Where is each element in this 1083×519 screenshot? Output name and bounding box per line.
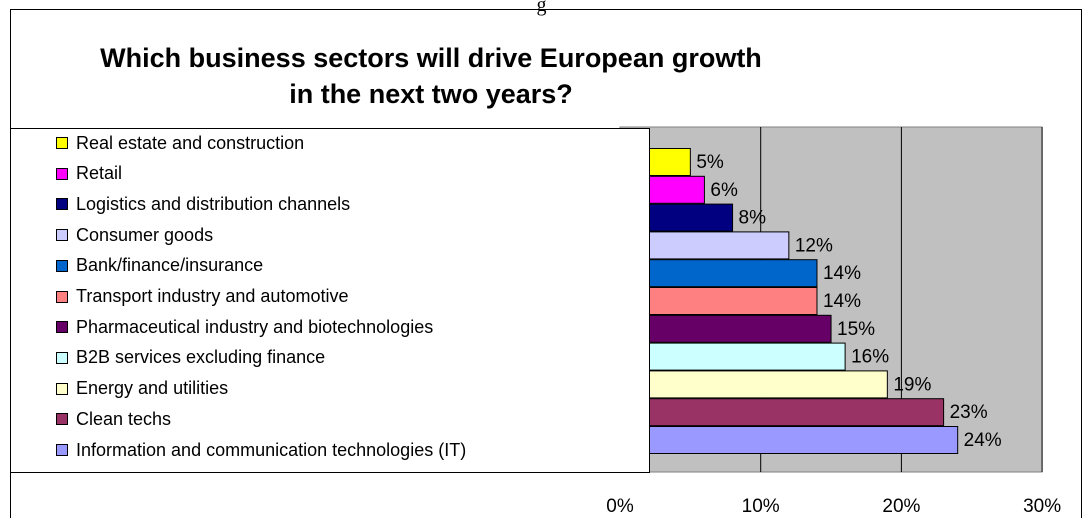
x-tick-label: 10% <box>742 496 780 517</box>
bar <box>619 342 846 371</box>
legend-item: Energy and utilities <box>56 377 228 401</box>
legend-item: Real estate and construction <box>56 131 304 155</box>
chart-title-line-2: in the next two years? <box>289 79 573 109</box>
bar-value-label: 24% <box>964 430 1002 451</box>
legend-label: Logistics and distribution channels <box>76 193 351 214</box>
legend-item: Transport industry and automotive <box>56 285 348 309</box>
legend-label: Transport industry and automotive <box>76 286 349 306</box>
bar-value-label: 15% <box>837 319 875 340</box>
legend: Real estate and construction Retail Logist… <box>10 128 650 473</box>
legend-item: B2B services excluding finance <box>56 346 325 370</box>
legend-label: Consumer goods <box>76 224 214 245</box>
bar <box>619 287 818 315</box>
bar-value-label: 6% <box>710 180 738 201</box>
bar-value-label: 14% <box>823 263 861 284</box>
bar <box>619 370 888 399</box>
legend-item: Information and communication technologi… <box>56 438 466 462</box>
chart-title: Which business sectors will drive Europe… <box>11 40 851 112</box>
legend-label: Pharmaceutical industry and biotechnolog… <box>76 316 434 337</box>
bar-value-label: 14% <box>823 291 861 312</box>
x-tick-labels: 0% 10% 20% 30% <box>606 496 1061 517</box>
bar-value-label: 5% <box>696 152 724 173</box>
x-tick-label: 30% <box>1023 496 1061 517</box>
legend-item: Logistics and distribution channels <box>56 192 350 216</box>
bar <box>619 426 959 454</box>
legend-swatch <box>56 290 68 303</box>
bar <box>619 314 832 343</box>
bar-value-label: 16% <box>851 347 889 368</box>
legend-swatch <box>56 137 68 149</box>
legend-swatch <box>56 229 68 242</box>
legend-swatch <box>56 167 68 180</box>
bar-value-label: 8% <box>739 208 767 229</box>
bar-value-label: 19% <box>893 374 931 395</box>
legend-swatch <box>56 444 68 456</box>
bars <box>619 148 959 454</box>
chart-title-line-1: Which business sectors will drive Europe… <box>100 43 762 73</box>
legend-label: Clean techs <box>76 408 172 429</box>
legend-item: Bank/finance/insurance <box>56 254 263 278</box>
legend-swatch <box>56 198 68 211</box>
legend-label: Retail <box>76 163 123 184</box>
legend-item: Pharmaceutical industry and biotechnolog… <box>56 315 433 339</box>
bar-value-label: 12% <box>795 235 833 256</box>
legend-swatch <box>56 321 68 334</box>
legend-swatch <box>56 413 68 426</box>
legend-item: Retail <box>56 162 122 186</box>
legend-label: B2B services excluding finance <box>76 347 326 368</box>
legend-item: Consumer goods <box>56 223 213 247</box>
legend-label: Energy and utilities <box>76 378 229 399</box>
legend-swatch <box>56 351 68 364</box>
bar <box>619 259 818 288</box>
bar-value-label: 23% <box>950 402 988 423</box>
legend-item: Clean techs <box>56 407 171 431</box>
value-labels: 5% 6%8% 12% 14% 14% 15% 16%19% 23% 24% <box>696 152 1001 451</box>
legend-swatch <box>56 382 68 395</box>
legend-label: Bank/finance/insurance <box>76 255 264 276</box>
x-tick-label: 20% <box>882 496 920 517</box>
legend-swatch <box>56 259 68 272</box>
page-header-fragment: g <box>536 0 547 16</box>
legend-label: Information and communication technologi… <box>76 439 467 460</box>
legend-label: Real estate and construction <box>76 132 305 153</box>
x-tick-label: 0% <box>606 496 634 517</box>
bar <box>619 398 945 427</box>
